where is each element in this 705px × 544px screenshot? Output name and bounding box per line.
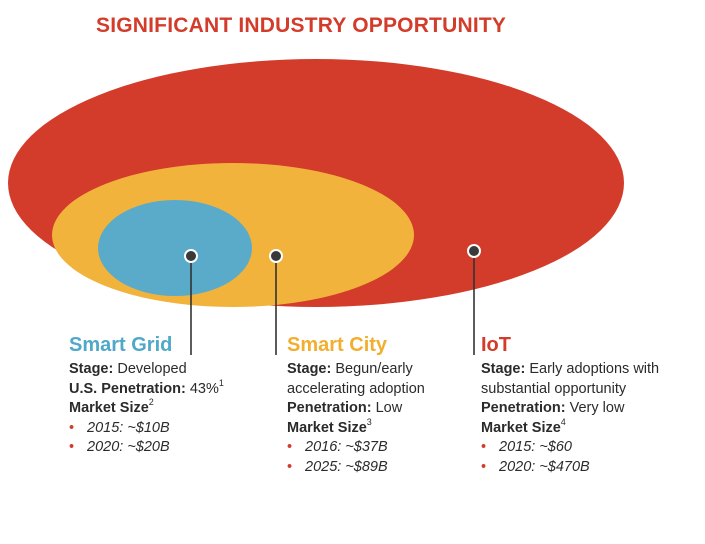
iot-heading: IoT: [481, 334, 511, 356]
list-item: 2015: ~$10B: [69, 419, 269, 439]
iot-market-size: Market Size4: [481, 416, 696, 439]
smart-grid-ellipse: [98, 200, 252, 296]
smart-grid-market-list: 2015: ~$10B 2020: ~$20B: [69, 419, 269, 458]
iot-market-list: 2015: ~$60 2020: ~$470B: [481, 438, 696, 477]
list-item: 2015: ~$60: [481, 438, 696, 458]
smart-city-penetration: Penetration: Low: [287, 399, 472, 419]
footnote-marker: 1: [218, 377, 224, 388]
page-title: SIGNIFICANT INDUSTRY OPPORTUNITY: [96, 14, 507, 37]
footnote-marker: 2: [148, 397, 154, 408]
penetration-value: Very low: [565, 400, 625, 416]
stage-label: Stage:: [69, 361, 114, 377]
iot-panel: IoT Stage: Early adoptions with substant…: [481, 332, 696, 477]
iot-marker-dot: [467, 244, 481, 258]
smart-city-marker-dot: [269, 249, 283, 263]
penetration-label: Penetration:: [481, 400, 566, 416]
market-size-label: Market Size: [69, 400, 149, 416]
smart-city-heading: Smart City: [287, 334, 388, 356]
smart-city-panel: Smart City Stage: Begun/early accelerati…: [287, 332, 472, 477]
stage-value: Begun/early accelerating adoption: [287, 361, 425, 397]
penetration-value: Low: [371, 400, 403, 416]
penetration-label: U.S. Penetration:: [69, 380, 186, 397]
stage-value: Developed: [113, 361, 187, 377]
stage-label: Stage:: [287, 361, 332, 377]
list-item: 2020: ~$470B: [481, 458, 696, 478]
smart-city-market-size: Market Size3: [287, 416, 472, 439]
penetration-value: 43%: [185, 380, 219, 397]
stage-value: Early adoptions with substantial opportu…: [481, 361, 660, 397]
smart-city-stage: Stage: Begun/early accelerating adoption: [287, 360, 472, 399]
smart-grid-stage: Stage: Developed: [69, 360, 269, 380]
market-size-label: Market Size: [287, 419, 367, 436]
stage-label: Stage:: [481, 361, 526, 377]
smart-city-market-list: 2016: ~$37B 2025: ~$89B: [287, 438, 472, 477]
iot-penetration: Penetration: Very low: [481, 399, 696, 419]
list-item: 2025: ~$89B: [287, 458, 472, 478]
penetration-label: Penetration:: [287, 400, 372, 416]
smart-grid-penetration: U.S. Penetration: 43%1: [69, 377, 269, 400]
footnote-marker: 4: [560, 416, 566, 427]
footnote-marker: 3: [366, 416, 372, 427]
list-item: 2016: ~$37B: [287, 438, 472, 458]
list-item: 2020: ~$20B: [69, 438, 269, 458]
iot-stage: Stage: Early adoptions with substantial …: [481, 360, 696, 399]
smart-grid-market-size: Market Size2: [69, 397, 269, 419]
smart-grid-marker-dot: [184, 249, 198, 263]
smart-grid-heading: Smart Grid: [69, 334, 173, 356]
smart-grid-panel: Smart Grid Stage: Developed U.S. Penetra…: [69, 332, 269, 458]
market-size-label: Market Size: [481, 419, 561, 436]
